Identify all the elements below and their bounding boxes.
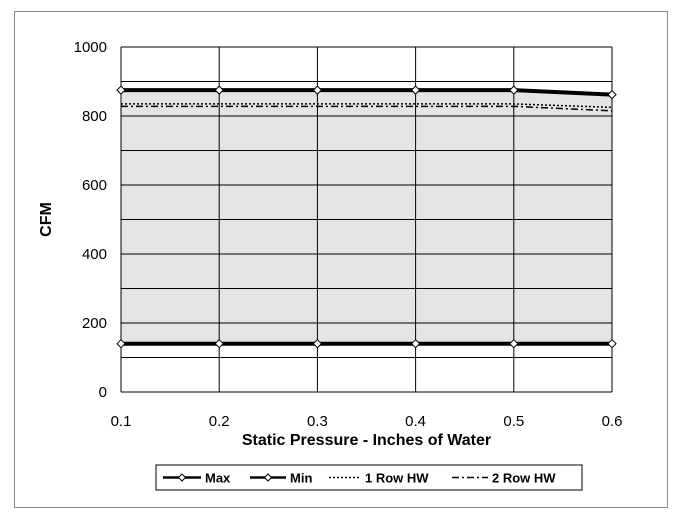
legend-label: Min xyxy=(290,471,312,486)
operating-range-shade xyxy=(121,90,612,344)
y-tick-label: 1000 xyxy=(74,39,107,56)
data-point xyxy=(410,85,421,95)
y-tick-label: 200 xyxy=(82,315,107,332)
series-line-1-row-hw xyxy=(121,103,613,109)
x-tick-label: 0.1 xyxy=(111,413,132,430)
data-point xyxy=(116,338,126,349)
y-axis-title: CFM xyxy=(38,202,55,237)
x-tick-label: 0.3 xyxy=(307,413,328,430)
x-tick-label: 0.4 xyxy=(405,413,426,430)
tick-labels: 0 200 400 600 800 1000 0.1 0.2 0.3 0.4 0.5 0.6 xyxy=(74,39,623,430)
legend-label: Max xyxy=(205,471,231,486)
legend-marker xyxy=(177,473,187,482)
legend-label: 2 Row HW xyxy=(492,471,556,486)
legend-label: 1 Row HW xyxy=(365,471,429,486)
data-point xyxy=(509,338,519,349)
legend-box xyxy=(155,464,583,491)
range-fill xyxy=(121,90,612,344)
x-axis-title: Static Pressure - Inches of Water xyxy=(242,432,491,449)
x-tick-label: 0.5 xyxy=(503,413,524,430)
legend: Max Min 1 Row HW 2 Row HW xyxy=(155,464,583,491)
y-tick-label: 0 xyxy=(99,384,107,401)
data-point xyxy=(607,338,617,349)
data-point xyxy=(312,338,323,349)
data-point xyxy=(509,85,519,95)
x-tick-label: 0.2 xyxy=(209,413,230,430)
series-line-2-row-hw xyxy=(121,105,613,112)
data-point xyxy=(116,85,126,95)
data-point xyxy=(410,338,421,349)
data-point xyxy=(607,89,617,100)
data-point xyxy=(214,338,224,349)
data-point xyxy=(214,85,224,95)
y-tick-label: 600 xyxy=(82,177,107,194)
y-tick-label: 800 xyxy=(82,108,107,125)
legend-marker xyxy=(263,473,273,482)
x-tick-label: 0.6 xyxy=(602,413,623,430)
series-lines xyxy=(116,85,617,349)
data-point xyxy=(312,85,323,95)
y-tick-label: 400 xyxy=(82,246,107,263)
series-line-max xyxy=(121,88,613,97)
